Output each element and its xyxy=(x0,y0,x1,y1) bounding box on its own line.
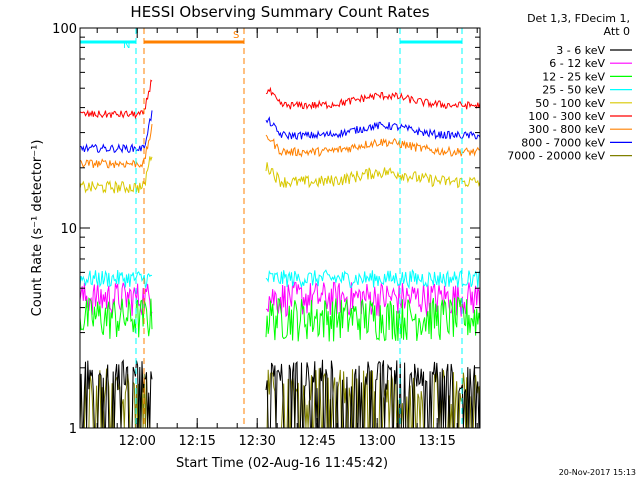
y-tick-label: 10 xyxy=(60,222,77,237)
legend-label: 3 - 6 keV xyxy=(556,44,605,57)
series-line-50-100-kev xyxy=(265,162,481,189)
x-tick-label: 12:15 xyxy=(178,434,215,449)
legend-label: 6 - 12 keV xyxy=(549,57,605,70)
legend-header-line: Att 0 xyxy=(604,25,630,38)
series-line-300-800-kev xyxy=(79,124,153,169)
y-tick-label: 1 xyxy=(69,422,77,437)
legend-label: 12 - 25 keV xyxy=(542,70,605,83)
series-line-6-12-kev xyxy=(79,282,153,316)
flag-label-n: N xyxy=(123,40,130,51)
legend-header-line: Det 1,3, FDecim 1, xyxy=(527,12,630,25)
legend-label: 800 - 7000 keV xyxy=(521,136,605,149)
legend-label: 7000 - 20000 keV xyxy=(507,150,605,163)
y-axis-label: Count Rate (s⁻¹ detector⁻¹) xyxy=(30,140,45,317)
series-line-25-50-kev xyxy=(79,269,153,289)
series-line-12-25-kev xyxy=(265,296,481,342)
series-line-800-7000-kev xyxy=(265,116,481,141)
series-line-100-300-kev xyxy=(79,79,153,120)
legend-label: 300 - 800 keV xyxy=(528,123,605,136)
x-tick-label: 12:00 xyxy=(118,434,155,449)
chart-title: HESSI Observing Summary Count Rates xyxy=(130,3,429,21)
axis-ticks: 1 10 100 12:00 12:15 12:30 12:45 13:00 13:15 xyxy=(52,22,480,449)
x-tick-label: 12:45 xyxy=(298,434,335,449)
flag-label-s: S xyxy=(233,30,239,41)
y-tick-label: 100 xyxy=(52,22,77,37)
x-tick-label: 13:15 xyxy=(418,434,455,449)
series-line-300-800-kev xyxy=(265,134,481,158)
x-tick-label: 13:00 xyxy=(358,434,395,449)
series-line-50-100-kev xyxy=(79,156,153,194)
x-axis-label: Start Time (02-Aug-16 11:45:42) xyxy=(176,456,388,471)
timestamp: 20-Nov-2017 15:13 xyxy=(559,468,636,477)
series-line-3-6-kev xyxy=(79,359,153,429)
legend-label: 50 - 100 keV xyxy=(535,97,605,110)
series-line-800-7000-kev xyxy=(79,110,153,154)
series-line-12-25-kev xyxy=(79,297,153,339)
plot-area: NS xyxy=(79,28,481,429)
series-line-100-300-kev xyxy=(265,86,481,110)
series-line-25-50-kev xyxy=(265,268,481,290)
legend-label: 100 - 300 keV xyxy=(528,110,605,123)
legend-label: 25 - 50 keV xyxy=(542,84,605,97)
x-tick-label: 12:30 xyxy=(238,434,275,449)
